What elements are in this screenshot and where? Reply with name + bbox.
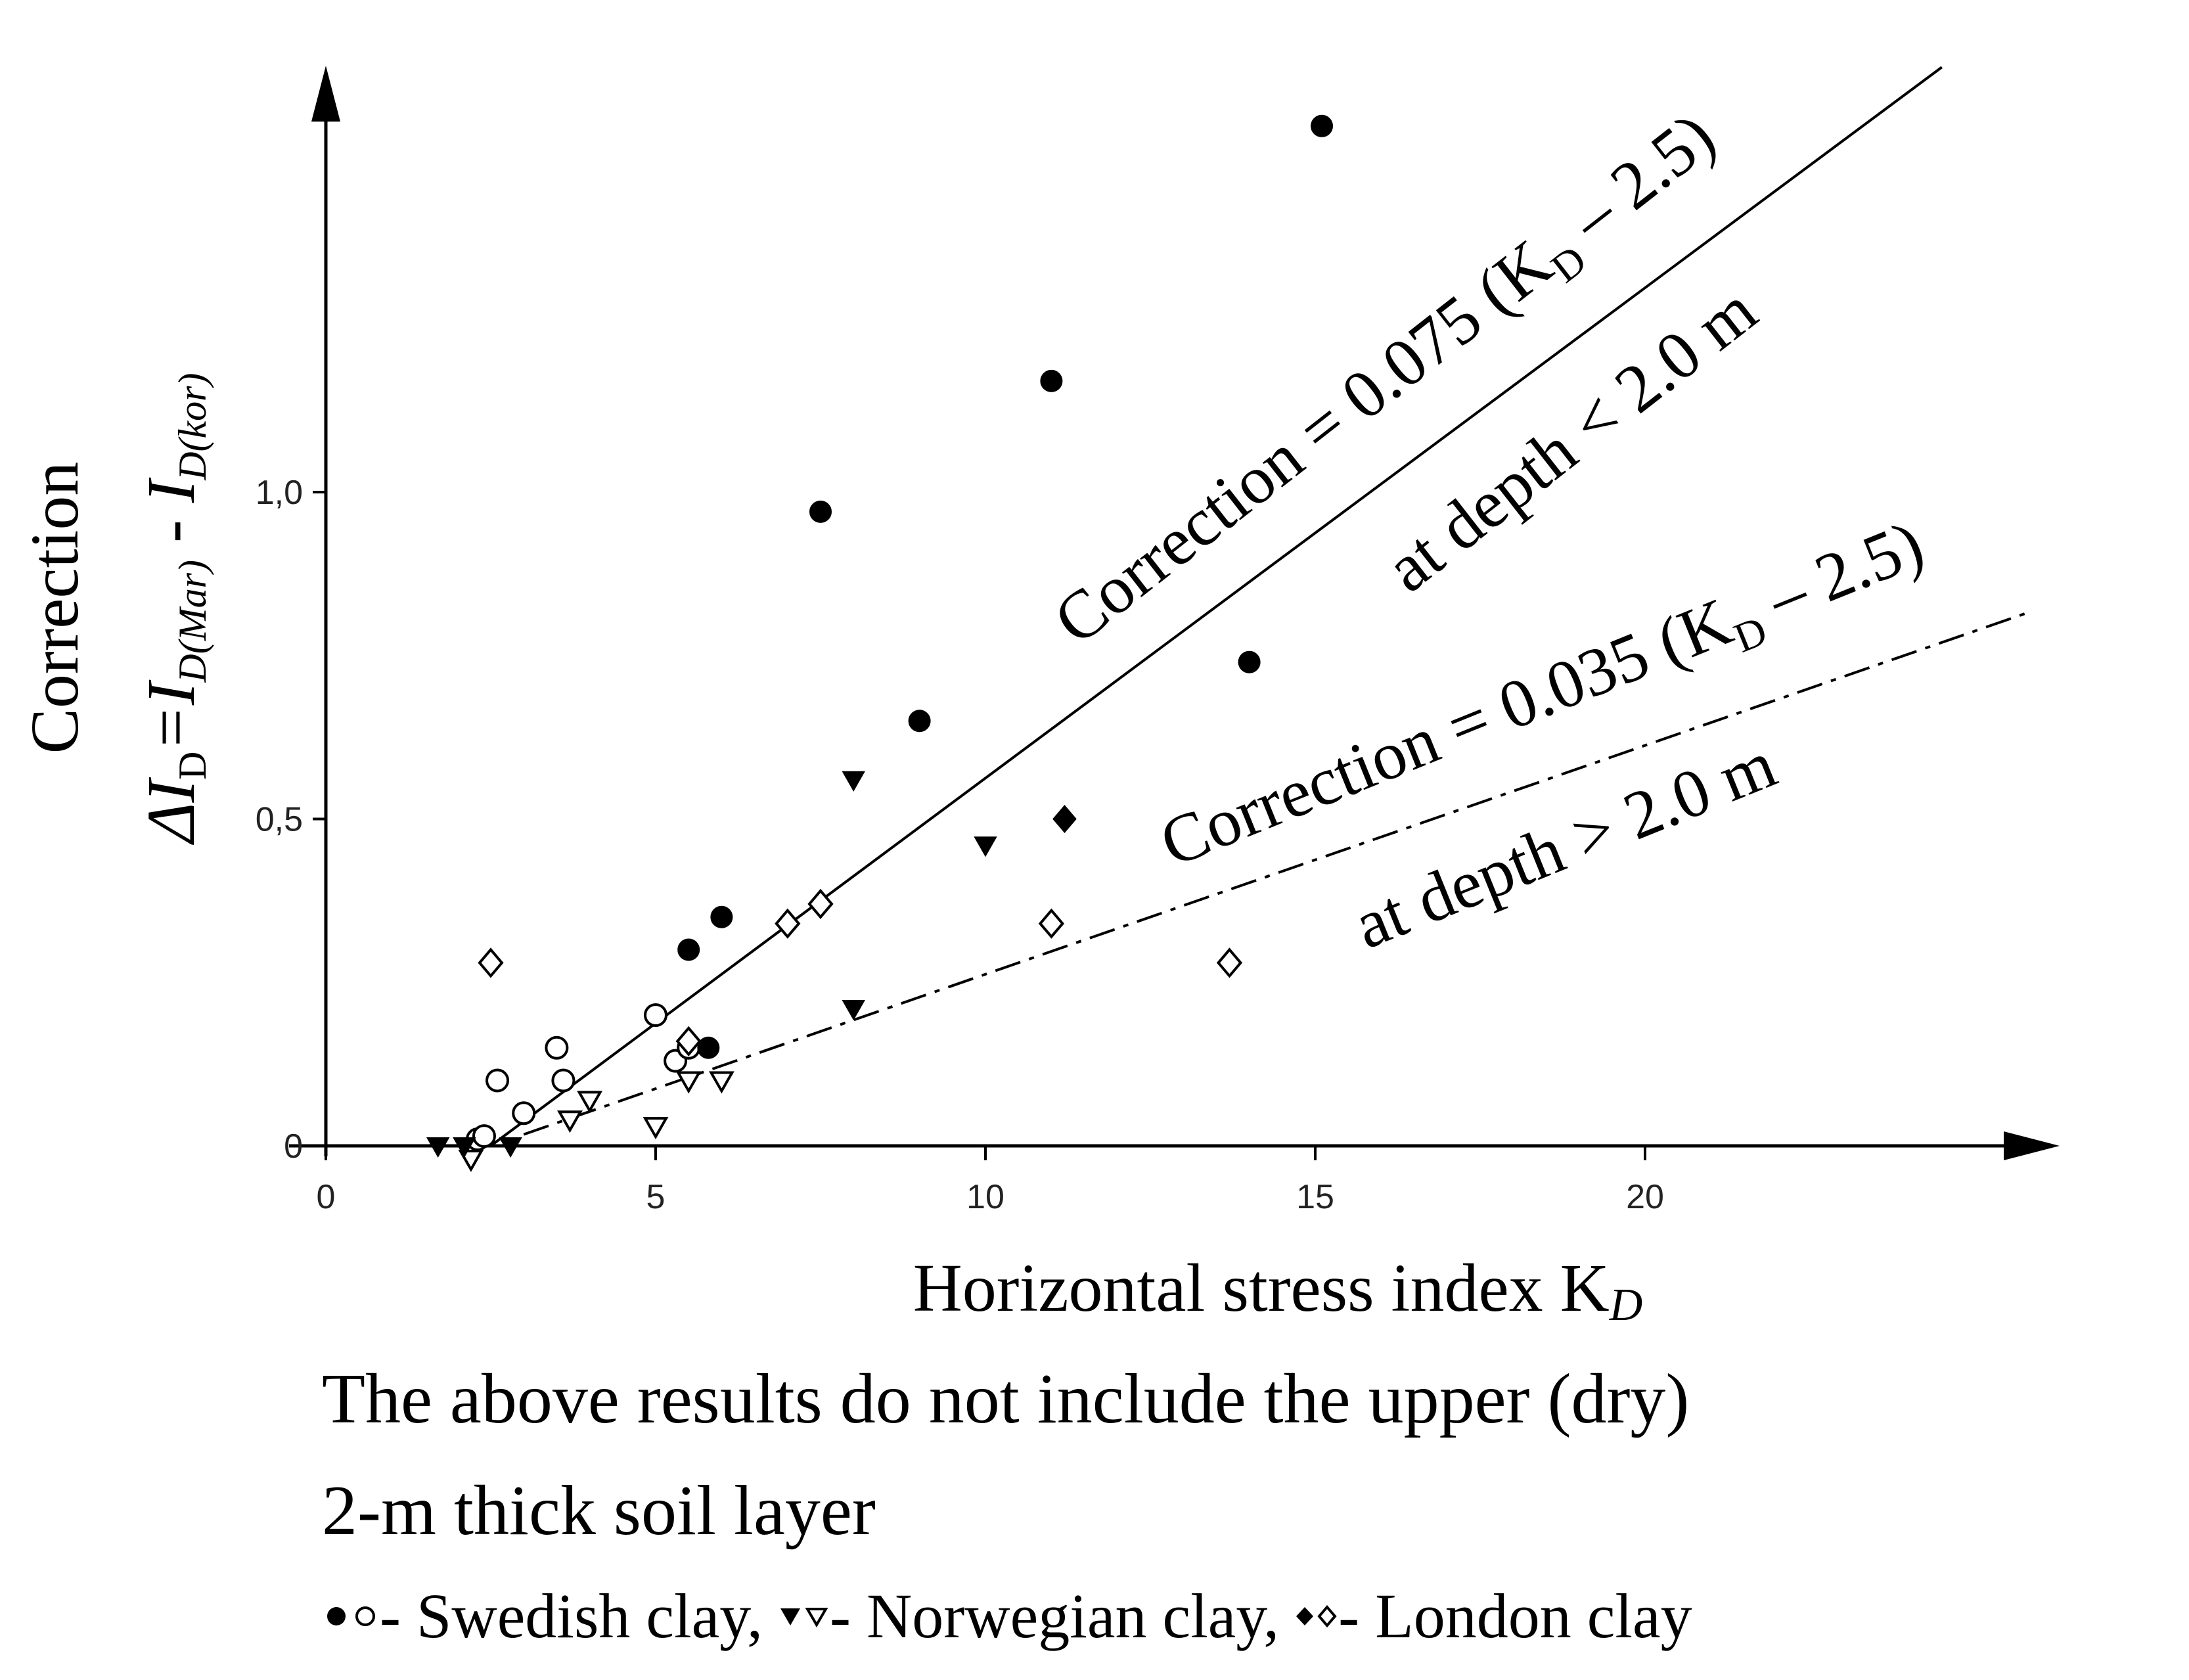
axes	[289, 66, 2060, 1160]
swedish-clay-open-point	[545, 1035, 569, 1060]
legend-filled-circle-icon	[327, 1607, 346, 1625]
norwegian-clay-open-point	[708, 1071, 734, 1094]
legend-swedish-symbols	[322, 1602, 380, 1631]
swedish-clay-filled-point	[1040, 369, 1063, 392]
ticks: 0 5 10 15 20 0 0,5 1,0	[256, 474, 1664, 1216]
legend-open-triangle-icon	[805, 1608, 828, 1627]
norwegian-clay-open-point	[675, 1071, 702, 1094]
notes: The above results do not include the upp…	[322, 1344, 1692, 1666]
london-clay-filled-point	[1052, 804, 1077, 834]
x-tick-label: 20	[1626, 1178, 1664, 1216]
y-axis-title-text: Correction	[17, 462, 93, 754]
y-axis-title: Correction	[17, 462, 93, 754]
x-axis-title: Horizontal stress index KD	[913, 1250, 1643, 1330]
y-tick-label: 1,0	[256, 474, 303, 512]
swedish-clay-filled-point	[677, 938, 700, 961]
swedish-clay-filled-point	[697, 1036, 720, 1059]
norwegian-clay-filled-point	[499, 1137, 522, 1158]
swedish-clay-open-point	[472, 1124, 496, 1148]
x-tick-label: 15	[1296, 1178, 1334, 1216]
swedish-clay-filled-point	[1311, 114, 1334, 137]
legend-london-label: - London clay	[1338, 1581, 1692, 1651]
y-axis-arrow	[311, 66, 340, 122]
legend-london-symbols	[1294, 1603, 1338, 1629]
legend-open-circle-icon	[355, 1606, 375, 1626]
swedish-clay-open-point	[551, 1068, 575, 1093]
norwegian-clay-open-point	[458, 1149, 484, 1172]
swedish-clay-filled-point	[1238, 650, 1261, 673]
fit-line-2	[523, 611, 2028, 1136]
x-tick-label: 10	[966, 1178, 1004, 1216]
x-axis-arrow	[2004, 1131, 2060, 1160]
legend-norwegian: - Norwegian clay,	[777, 1567, 1279, 1666]
legend-norwegian-label: - Norwegian clay,	[829, 1581, 1280, 1651]
legend-filled-diamond-icon	[1296, 1607, 1314, 1625]
london-clay-open-point	[775, 908, 801, 939]
legend-london: - London clay	[1294, 1567, 1692, 1666]
y-tick-label: 0	[284, 1127, 303, 1166]
y-tick-label: 0,5	[256, 801, 303, 839]
swedish-clay-filled-point	[809, 500, 832, 523]
legend-swedish-label: - Swedish clay,	[380, 1581, 763, 1651]
norwegian-clay-filled-point	[974, 836, 997, 857]
y-axis-formula-text: ΔID=ID(Mar) - ID(kor)	[133, 373, 214, 846]
swedish-clay-open-point	[485, 1068, 510, 1093]
norwegian-clay-open-point	[557, 1110, 583, 1133]
london-clay-open-point	[807, 888, 834, 919]
london-clay-open-point	[675, 1026, 702, 1056]
swedish-clay-filled-point	[908, 710, 931, 733]
norwegian-clay-filled-point	[842, 1000, 865, 1021]
x-tick-label: 0	[317, 1178, 336, 1216]
norwegian-clay-open-point	[577, 1091, 603, 1114]
legend: - Swedish clay, - Norwegian clay, - Lond…	[322, 1567, 1692, 1666]
swedish-clay-open-point	[512, 1101, 536, 1125]
note-line-1: The above results do not include the upp…	[322, 1360, 1690, 1438]
london-clay-open-point	[1038, 908, 1065, 939]
norwegian-clay-filled-point	[842, 771, 865, 792]
x-tick-label: 5	[646, 1178, 666, 1216]
y-axis-formula: ΔID=ID(Mar) - ID(kor)	[133, 373, 214, 846]
london-clay-open-point	[1216, 947, 1243, 978]
london-clay-open-point	[478, 947, 504, 978]
norwegian-clay-filled-point	[453, 1137, 476, 1158]
legend-filled-triangle-icon	[780, 1608, 800, 1625]
norwegian-clay-filled-point	[426, 1137, 450, 1158]
swedish-clay-filled-point	[710, 905, 733, 928]
norwegian-clay-open-point	[643, 1117, 669, 1140]
fit-lines	[489, 66, 2028, 1147]
points	[426, 114, 1334, 1172]
legend-norwegian-symbols	[777, 1603, 830, 1629]
fit-line-1	[489, 66, 1943, 1147]
note-line-2: 2-m thick soil layer	[322, 1472, 876, 1550]
legend-open-diamond-icon	[1317, 1604, 1337, 1628]
legend-swedish: - Swedish clay,	[322, 1567, 763, 1666]
swedish-clay-open-point	[644, 1003, 667, 1027]
